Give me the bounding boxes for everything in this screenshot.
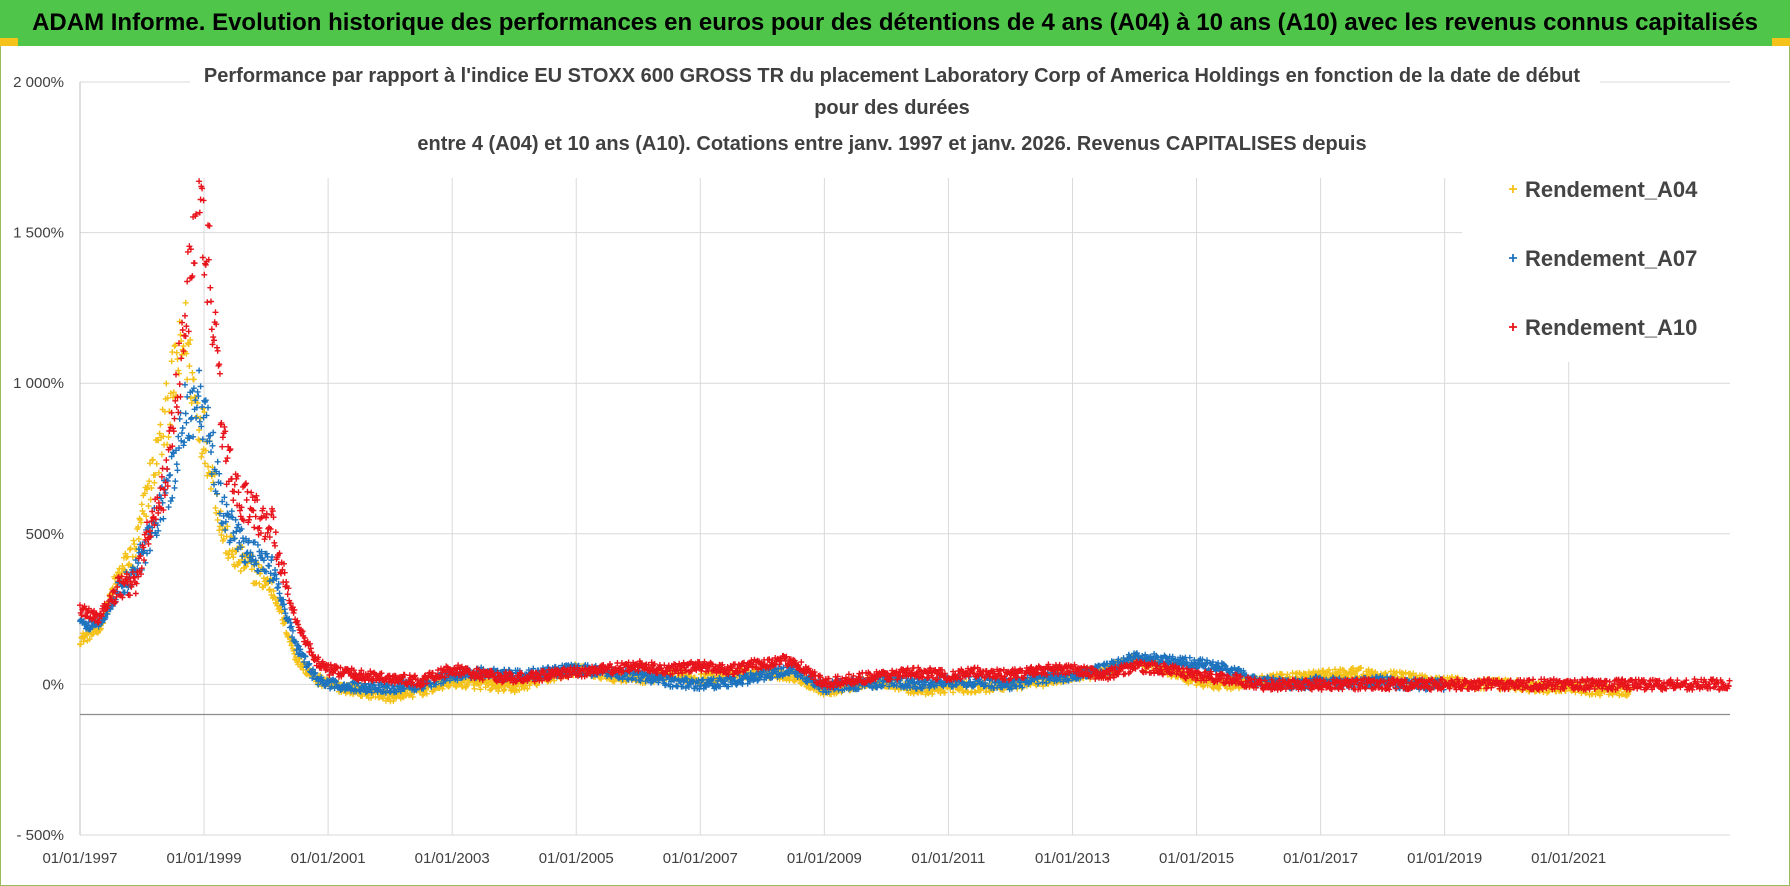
scatter-chart: 2 000% 1 500% 1 000% 500% 0% - 500% 01/01/199… [13,60,1733,867]
y-tick-label: 0% [42,676,64,693]
y-axis-ticks: 2 000% 1 500% 1 000% 500% 0% - 500% [13,74,64,844]
x-tick-label: 01/01/2007 [663,850,738,867]
report-banner: ADAM Informe. Evolution historique des p… [0,0,1790,46]
y-tick-label: 2 000% [13,74,64,91]
x-tick-label: 01/01/2003 [415,850,490,867]
x-tick-label: 01/01/2005 [539,850,614,867]
chart-title-line: pour des durées [814,97,970,119]
legend: Rendement_A04 Rendement_A07 Rendement_A10 [1462,150,1730,362]
legend-label-rendement_a07: Rendement_A07 [1525,246,1697,271]
x-tick-label: 01/01/2013 [1035,850,1110,867]
banner-accent-left [0,38,18,46]
plot-area [77,146,1733,705]
title-background [190,60,1600,178]
x-tick-label: 01/01/1997 [42,850,117,867]
legend-marker-rendement_a07 [1509,254,1517,262]
y-tick-label: 1 500% [13,225,64,242]
x-tick-label: 01/01/2001 [291,850,366,867]
y-tick-label: 1 000% [13,375,64,392]
legend-label-rendement_a10: Rendement_A10 [1525,315,1697,340]
chart-title-line: entre 4 (A04) et 10 ans (A10). Cotations… [417,133,1366,155]
x-tick-label: 01/01/2009 [787,850,862,867]
x-tick-label: 01/01/2015 [1159,850,1234,867]
legend-marker-rendement_a04 [1509,185,1517,193]
legend-marker-rendement_a10 [1509,323,1517,331]
x-tick-label: 01/01/2011 [911,850,985,867]
series-markers-rendement_a07 [77,367,1448,696]
x-tick-label: 01/01/2017 [1283,850,1358,867]
x-tick-label: 01/01/2021 [1531,850,1606,867]
x-axis-ticks: 01/01/1997 01/01/1999 01/01/2001 01/01/2003… [42,850,1606,867]
chart-title: Performance par rapport à l'indice EU ST… [190,60,1600,178]
series-markers-rendement_a10 [77,146,1733,693]
chart-title-line: Performance par rapport à l'indice EU ST… [204,65,1580,87]
banner-title: ADAM Informe. Evolution historique des p… [32,9,1758,36]
x-tick-label: 01/01/2019 [1407,850,1482,867]
legend-label-rendement_a04: Rendement_A04 [1525,177,1698,202]
y-tick-label: - 500% [16,827,64,844]
banner-accent-right [1772,38,1790,46]
x-tick-label: 01/01/1999 [167,850,242,867]
legend-background [1462,150,1730,362]
y-tick-label: 500% [26,526,64,543]
